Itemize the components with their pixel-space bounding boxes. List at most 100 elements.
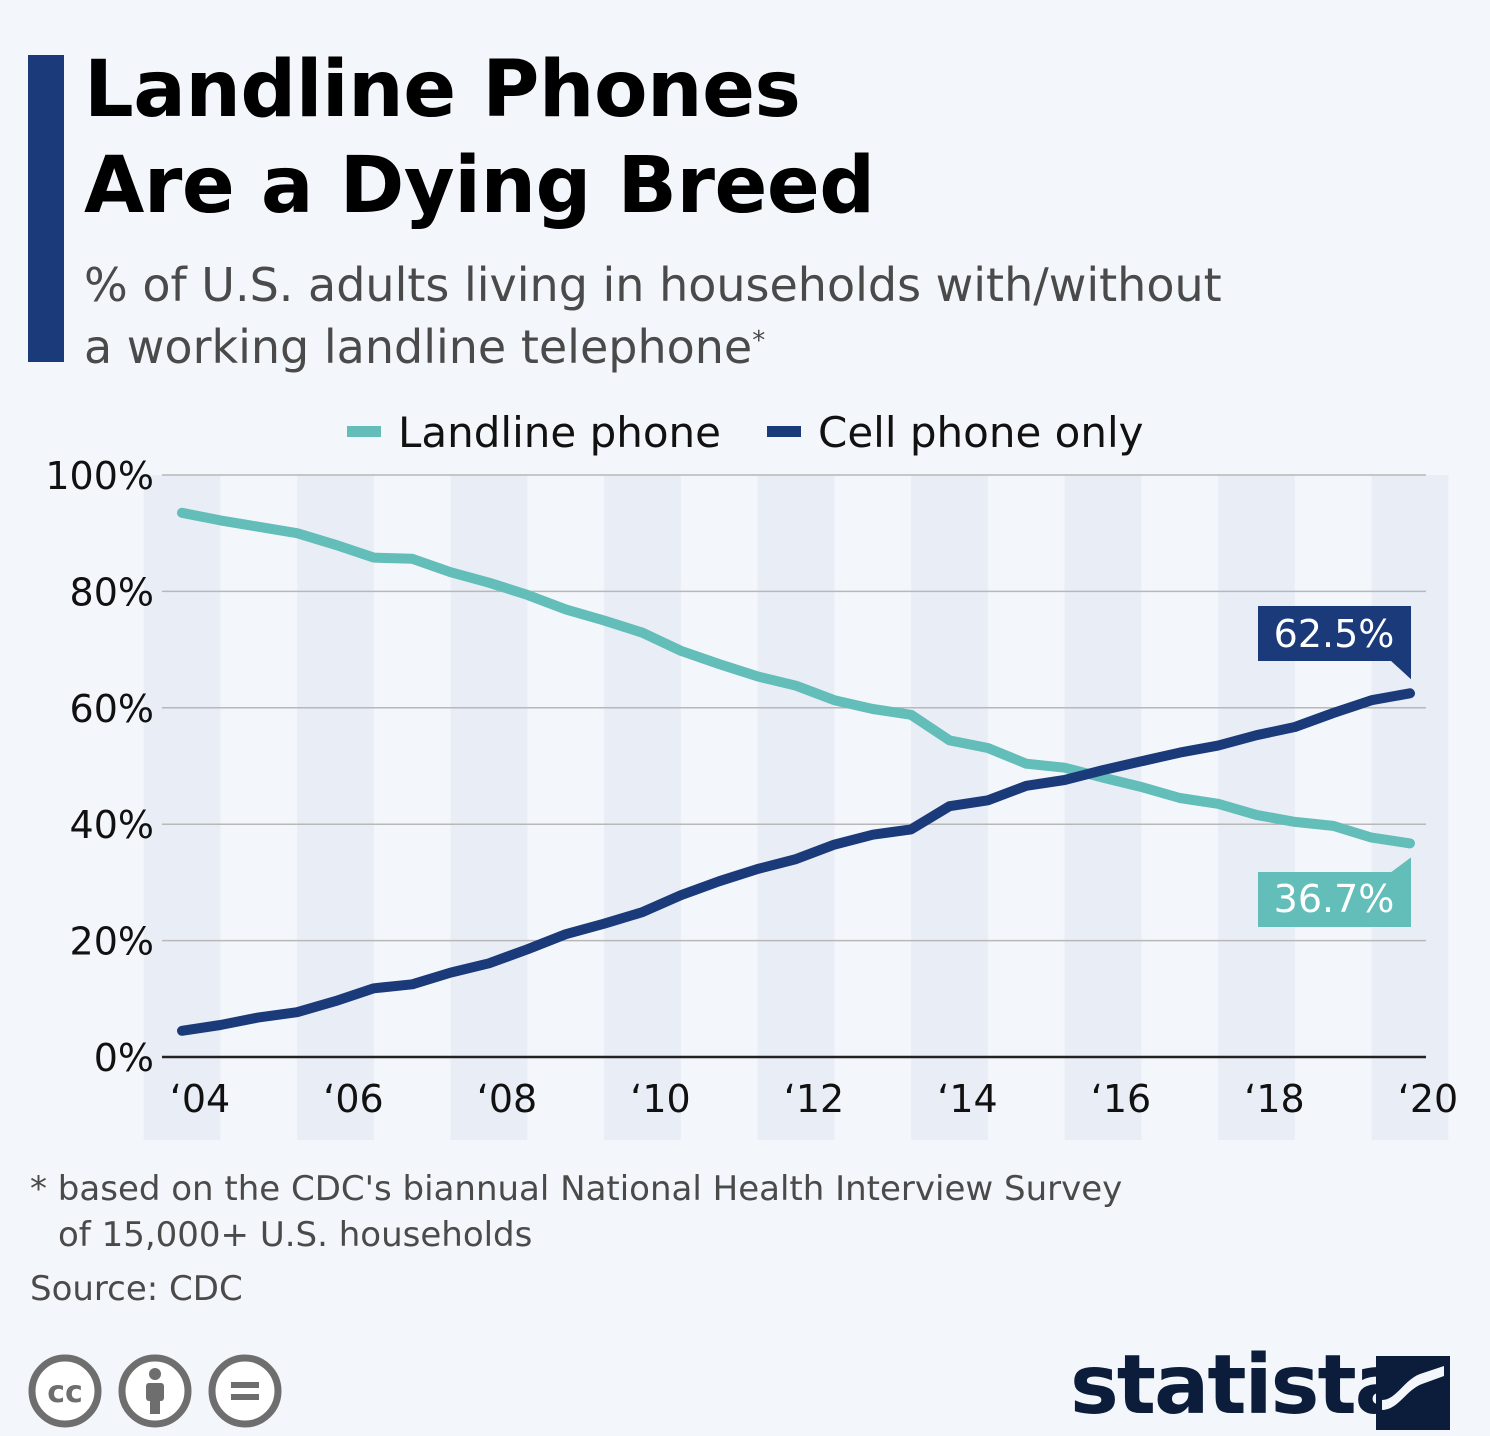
landline-data-point xyxy=(254,522,263,531)
page-title: Landline Phones Are a Dying Breed xyxy=(84,42,984,234)
landline-data-point xyxy=(676,646,685,655)
legend-swatch-landline xyxy=(347,426,381,437)
landline-data-point xyxy=(1060,763,1069,772)
cell-only-data-point xyxy=(1137,757,1146,766)
cell-only-data-point xyxy=(868,830,877,839)
subtitle-line-2-text: a working landline telephone xyxy=(84,320,753,374)
landline-data-point xyxy=(1290,817,1299,826)
cell-only-end-label-pointer xyxy=(1390,660,1411,680)
subtitle-asterisk: * xyxy=(752,326,766,356)
landline-data-point xyxy=(331,540,340,549)
landline-data-point xyxy=(715,660,724,669)
chart-subtitle: % of U.S. adults living in households wi… xyxy=(84,254,1284,378)
y-tick-label: 40% xyxy=(70,803,154,847)
cell-only-end-label-box xyxy=(1258,606,1411,661)
cell-only-data-point xyxy=(254,1013,263,1022)
cell-only-data-point xyxy=(1022,781,1031,790)
title-line-2: Are a Dying Breed xyxy=(84,141,875,231)
statista-logo-icon xyxy=(1376,1356,1450,1430)
cell-only-data-point xyxy=(600,919,609,928)
cell-only-data-point xyxy=(1099,766,1107,775)
landline-data-point xyxy=(293,529,302,538)
x-tick-label: ‘04 xyxy=(170,1077,230,1121)
y-tick-label: 100% xyxy=(45,454,154,498)
legend-swatch-cell-only xyxy=(767,426,801,437)
cell-only-data-point xyxy=(676,891,685,900)
landline-data-point xyxy=(907,710,916,719)
landline-data-point xyxy=(1252,810,1261,819)
landline-end-label: 36.7% xyxy=(1274,877,1395,921)
landline-data-point xyxy=(1406,839,1414,848)
landline-data-point xyxy=(485,578,493,587)
year-band xyxy=(604,475,681,1140)
legend-label-landline: Landline phone xyxy=(398,408,721,457)
cell-only-data-point xyxy=(331,997,340,1006)
cell-only-data-point xyxy=(293,1008,302,1017)
landline-data-point xyxy=(1367,833,1376,842)
y-tick-label: 0% xyxy=(94,1036,154,1080)
landline-data-point xyxy=(561,605,570,614)
cell-only-data-point xyxy=(1406,689,1414,698)
subtitle-line-2: a working landline telephone* xyxy=(84,316,1284,378)
x-tick-label: ‘12 xyxy=(784,1077,844,1121)
x-tick-label: ‘08 xyxy=(477,1077,537,1121)
cell-only-data-point xyxy=(523,945,532,954)
y-tick-label: 20% xyxy=(70,920,154,964)
x-tick-label: ‘20 xyxy=(1398,1077,1458,1121)
cc-license-icon[interactable]: cc xyxy=(28,1354,102,1428)
landline-data-point xyxy=(1175,794,1184,803)
y-tick-label: 80% xyxy=(70,570,154,614)
landline-data-point xyxy=(369,553,378,562)
cell-only-data-point xyxy=(1329,709,1338,718)
landline-end-label-pointer xyxy=(1390,857,1411,873)
year-band xyxy=(1371,475,1449,1140)
statista-logo-text: statista xyxy=(1070,1338,1410,1433)
landline-data-point xyxy=(830,696,839,705)
footnote-line-1: * based on the CDC's biannual National H… xyxy=(30,1169,1123,1209)
landline-end-label-box xyxy=(1258,872,1411,927)
cell-only-data-point xyxy=(369,984,378,993)
landline-data-point xyxy=(446,568,455,577)
cell-only-end-label: 62.5% xyxy=(1274,612,1395,656)
x-tick-label: ‘14 xyxy=(937,1077,997,1121)
landline-data-point xyxy=(1214,799,1223,808)
attribution-icon[interactable] xyxy=(118,1354,192,1428)
cell-only-data-point xyxy=(945,802,954,811)
no-derivatives-icon[interactable] xyxy=(208,1354,282,1428)
cell-only-data-point xyxy=(485,959,493,968)
subtitle-line-1: % of U.S. adults living in households wi… xyxy=(84,258,1222,312)
landline-data-point xyxy=(408,554,417,563)
line-chart: 0% 20% 40% 60% 80% 100% ‘04 ‘06 ‘08 ‘10 ‘12 ‘14 ‘16 ‘… xyxy=(45,408,1458,1140)
cell-only-data-point xyxy=(715,877,724,886)
cell-only-data-point xyxy=(1252,731,1261,740)
y-tick-label: 60% xyxy=(70,687,154,731)
cell-only-data-point xyxy=(753,865,762,874)
year-band xyxy=(297,475,374,1140)
cell-only-data-point xyxy=(1060,775,1069,784)
source-note: Source: CDC xyxy=(30,1269,243,1309)
cell-only-data-point xyxy=(216,1020,225,1029)
cell-only-data-point xyxy=(1175,748,1184,757)
cell-only-data-point xyxy=(638,908,647,917)
landline-data-point xyxy=(1137,782,1146,791)
svg-text:cc: cc xyxy=(47,1375,83,1410)
cell-only-data-point xyxy=(1214,741,1223,750)
year-band xyxy=(757,475,835,1140)
cell-only-data-point xyxy=(983,796,992,805)
cell-only-data-point xyxy=(830,840,839,849)
landline-data-point xyxy=(523,590,532,599)
x-tick-label: ‘10 xyxy=(630,1077,690,1121)
x-tick-label: ‘18 xyxy=(1244,1077,1304,1121)
cell-only-data-point xyxy=(408,980,417,989)
footnote: * based on the CDC's biannual National H… xyxy=(30,1166,1230,1258)
title-line-1: Landline Phones xyxy=(84,45,801,135)
legend-label-cell-only: Cell phone only xyxy=(818,408,1143,457)
cell-only-data-point xyxy=(446,968,455,977)
cell-only-data-point xyxy=(792,855,800,864)
year-band xyxy=(1064,475,1142,1140)
landline-data-point xyxy=(638,628,647,637)
landline-data-point xyxy=(868,704,877,713)
landline-data-point xyxy=(216,516,225,525)
x-tick-label: ‘06 xyxy=(323,1077,383,1121)
landline-data-point xyxy=(945,736,954,745)
